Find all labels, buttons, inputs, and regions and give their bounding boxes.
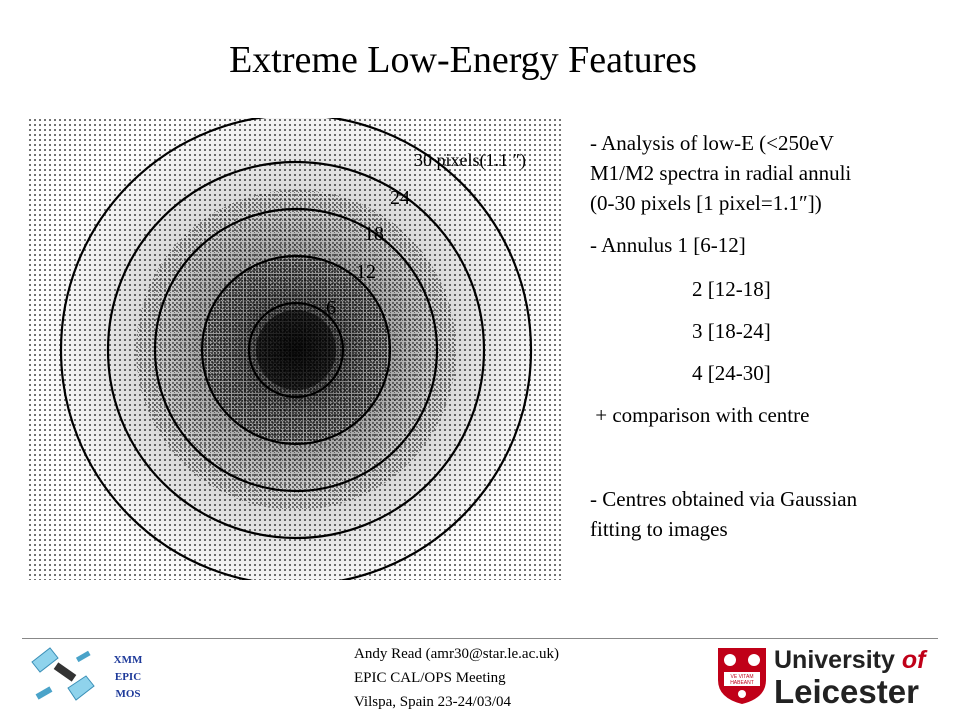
leicester-shield-icon: VE VITAM HABEANT (718, 648, 766, 704)
footer-divider (22, 638, 938, 639)
bullet-line: - Annulus 1 [6-12] (590, 233, 746, 257)
xmm-satellite-icon (31, 647, 95, 701)
bullet-line: M1/M2 spectra in radial annuli (590, 161, 852, 185)
shield-motto-line: VE VITAM (731, 674, 754, 680)
mos-label-line: EPIC (114, 671, 142, 683)
bullet-line: - Centres obtained via Gaussian (590, 487, 858, 511)
wordmark-line1: University of (774, 648, 944, 673)
annuli-image: 30 pixels(1.1 ″)24 18 12 6 (28, 118, 564, 580)
xmm-epic-mos-label: XMM EPIC MOS (102, 652, 154, 703)
annulus-ring (106, 160, 486, 540)
bullet-line: 3 [18-24] (692, 319, 771, 343)
wordmark-of: of (901, 646, 926, 674)
bullet-line: fitting to images (590, 517, 728, 541)
leicester-wordmark: University of Leicester (774, 648, 944, 710)
annulus-ring (153, 207, 439, 493)
bullet-line: - Analysis of low-E (<250eV (590, 131, 834, 155)
ring-label: 12 (356, 261, 376, 283)
wordmark-leicester: Leicester (774, 673, 919, 710)
mos-label-line: XMM (113, 654, 143, 666)
ring-label: 30 pixels(1.1 ″) (414, 150, 526, 171)
bullet-line: + comparison with centre (590, 403, 810, 427)
ring-label: 18 (364, 223, 384, 245)
slide-title: Extreme Low-Energy Features (229, 39, 697, 81)
annulus-ring (200, 254, 392, 446)
bullet-line: (0-30 pixels [1 pixel=1.1″]) (590, 191, 822, 215)
ring-label: 6 (326, 297, 336, 319)
bullet-line: 4 [24-30] (692, 361, 771, 385)
footer-location: Vilspa, Spain 23-24/03/04 (354, 694, 512, 710)
footer-author: Andy Read (amr30@star.le.ac.uk) (354, 646, 559, 662)
shield-motto-line: HABEANT (730, 680, 754, 686)
annulus-ring (59, 118, 533, 580)
wordmark-university: University (774, 646, 895, 674)
annulus-ring (247, 301, 345, 399)
mos-label-line: MOS (115, 688, 141, 700)
ring-label: 24 (390, 187, 410, 209)
footer-meeting: EPIC CAL/OPS Meeting (354, 670, 506, 686)
footer-info: Andy Read (amr30@star.le.ac.uk) EPIC CAL… (354, 642, 559, 714)
bullet-line: 2 [12-18] (692, 277, 771, 301)
